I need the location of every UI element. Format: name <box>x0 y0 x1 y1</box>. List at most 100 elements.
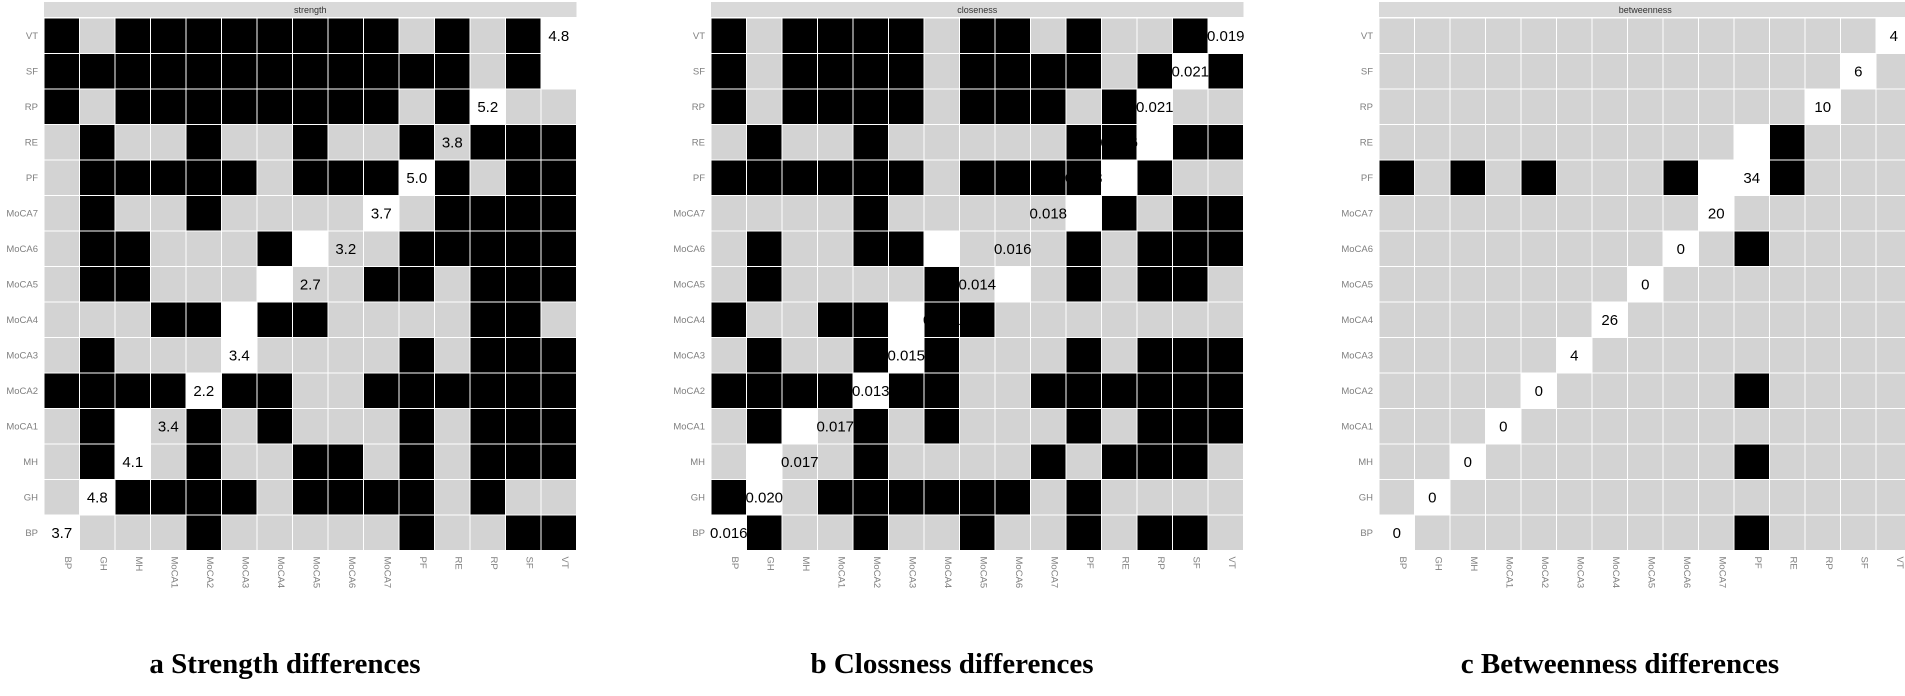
heatmap-cell <box>817 17 854 54</box>
heatmap-cell <box>398 479 435 516</box>
heatmap-cell <box>1414 301 1451 338</box>
heatmap-cell <box>1136 514 1173 551</box>
heatmap-cell <box>1769 53 1806 90</box>
heatmap-cell <box>292 159 329 196</box>
heatmap-cell <box>1172 266 1209 303</box>
heatmap-cell <box>1172 195 1209 232</box>
diagonal-value-label: 4 <box>1890 28 1898 45</box>
diagonal-value-label: 0.018 <box>1029 205 1067 222</box>
heatmap-cell <box>1136 88 1173 125</box>
diagonal-value-label: 0.021 <box>923 312 961 329</box>
heatmap-cell <box>292 443 329 480</box>
heatmap-cell <box>1698 337 1735 374</box>
heatmap-cell <box>256 479 293 516</box>
heatmap-cell <box>292 124 329 161</box>
heatmap-cell <box>1840 124 1877 161</box>
heatmap-cell <box>1136 17 1173 54</box>
heatmap-cell <box>1101 17 1138 54</box>
heatmap-cell <box>959 17 996 54</box>
heatmap-cell <box>1414 372 1451 409</box>
heatmap-cell <box>1627 372 1664 409</box>
heatmap-cell <box>256 88 293 125</box>
y-tick-label: MoCA2 <box>673 386 705 397</box>
heatmap-cell <box>221 195 258 232</box>
heatmap-cell <box>1556 443 1593 480</box>
heatmap-cell <box>1449 372 1486 409</box>
heatmap-cell <box>540 17 577 54</box>
heatmap-cell <box>1485 159 1522 196</box>
heatmap-cell <box>817 195 854 232</box>
heatmap-cell <box>43 514 80 551</box>
x-tick-label: MoCA2 <box>1539 557 1550 589</box>
y-tick-label: PF <box>26 173 38 184</box>
heatmap-cell <box>327 88 364 125</box>
facet-strip-label: betweenness <box>1619 5 1673 15</box>
heatmap-cell <box>256 124 293 161</box>
heatmap-cell <box>1662 159 1699 196</box>
diagonal-value-label: 0 <box>1428 489 1436 506</box>
heatmap-cell <box>1769 266 1806 303</box>
heatmap-cell <box>1627 159 1664 196</box>
heatmap-cell <box>746 230 783 267</box>
heatmap-cell <box>79 443 116 480</box>
heatmap-cell <box>1556 195 1593 232</box>
heatmap-cell <box>852 266 889 303</box>
heatmap-cell <box>1840 301 1877 338</box>
heatmap-cell <box>710 88 747 125</box>
diagonal-value-label: 0.017 <box>781 454 819 471</box>
heatmap-cell <box>959 124 996 161</box>
heatmap-cell <box>79 124 116 161</box>
heatmap-cell <box>888 514 925 551</box>
heatmap-cell <box>150 17 187 54</box>
heatmap-cell <box>959 337 996 374</box>
heatmap-cell <box>1875 124 1905 161</box>
heatmap-cell <box>1698 479 1735 516</box>
heatmap-cell <box>1172 443 1209 480</box>
heatmap-cell <box>1172 17 1209 54</box>
heatmap-cell <box>746 195 783 232</box>
heatmap-cell <box>1627 408 1664 445</box>
heatmap-cell <box>540 479 577 516</box>
heatmap-cell <box>114 443 151 480</box>
heatmap-cell <box>1378 17 1415 54</box>
heatmap-cell <box>363 17 400 54</box>
x-tick-label: PF <box>417 557 428 569</box>
heatmap-cell <box>434 337 471 374</box>
heatmap-cell <box>1698 124 1735 161</box>
heatmap-cell <box>923 230 960 267</box>
heatmap-cell <box>746 266 783 303</box>
x-tick-label: MoCA4 <box>1610 557 1621 589</box>
x-tick-label: RE <box>452 557 463 570</box>
x-tick-label: BP <box>1397 557 1408 570</box>
heatmap-cell <box>1520 443 1557 480</box>
heatmap-cell <box>505 195 542 232</box>
x-tick-label: VT <box>559 557 570 569</box>
heatmap-cell <box>1804 408 1841 445</box>
heatmap-cell <box>959 479 996 516</box>
heatmap-cell <box>1378 372 1415 409</box>
heatmap-cell <box>1065 514 1102 551</box>
heatmap-cell <box>114 514 151 551</box>
heatmap-cell <box>1207 266 1244 303</box>
heatmap-cell <box>994 159 1031 196</box>
heatmap-cell <box>79 337 116 374</box>
heatmap-cell <box>852 372 889 409</box>
y-tick-label: SF <box>1361 66 1373 77</box>
diagonal-value-label: 0 <box>1677 241 1685 258</box>
heatmap-cell <box>292 195 329 232</box>
heatmap-cell <box>1172 514 1209 551</box>
heatmap-cell <box>185 408 222 445</box>
heatmap-cell <box>1207 301 1244 338</box>
heatmap-cell <box>959 408 996 445</box>
heatmap-cell <box>79 17 116 54</box>
heatmap-cell <box>923 124 960 161</box>
x-tick-label: MoCA5 <box>1645 557 1656 589</box>
diagonal-value-label: 0 <box>1393 525 1401 542</box>
heatmap-cell <box>469 53 506 90</box>
heatmap-cell <box>1804 88 1841 125</box>
heatmap-cell <box>79 514 116 551</box>
heatmap-cell <box>469 337 506 374</box>
heatmap-cell <box>398 17 435 54</box>
heatmap-cell <box>1030 443 1067 480</box>
x-tick-label: MoCA1 <box>835 557 846 589</box>
